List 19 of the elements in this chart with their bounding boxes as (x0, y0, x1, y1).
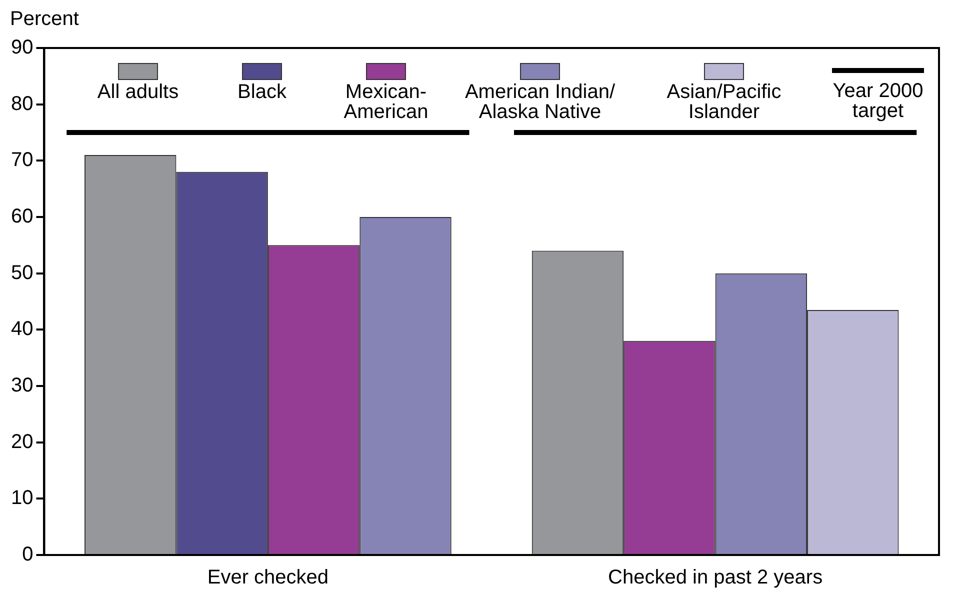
y-tick-label: 0 (22, 544, 34, 566)
y-tick-label: 50 (10, 262, 34, 284)
legend-label: American Indian/ Alaska Native (464, 81, 616, 123)
y-tick-label: 60 (10, 206, 34, 228)
y-tick-label: 80 (10, 92, 34, 115)
legend-label: Mexican-American (342, 81, 430, 123)
legend-label: Asian/Pacific Islander (666, 81, 782, 123)
legend-label: Year 2000 target (832, 80, 924, 122)
y-tick-label: 10 (10, 487, 34, 510)
y-axis-title: Percent (10, 8, 79, 31)
legend-label: Black (236, 81, 288, 103)
x-tick-label: Ever checked (207, 566, 329, 589)
legend-label: All adults (96, 81, 180, 103)
y-tick-label: 40 (10, 318, 34, 340)
y-tick-label: 70 (10, 149, 34, 172)
y-tick-label: 20 (10, 430, 34, 453)
x-tick-label: Checked in past 2 years (608, 566, 823, 589)
y-tick-label: 90 (10, 36, 34, 59)
y-tick-label: 30 (10, 374, 34, 397)
